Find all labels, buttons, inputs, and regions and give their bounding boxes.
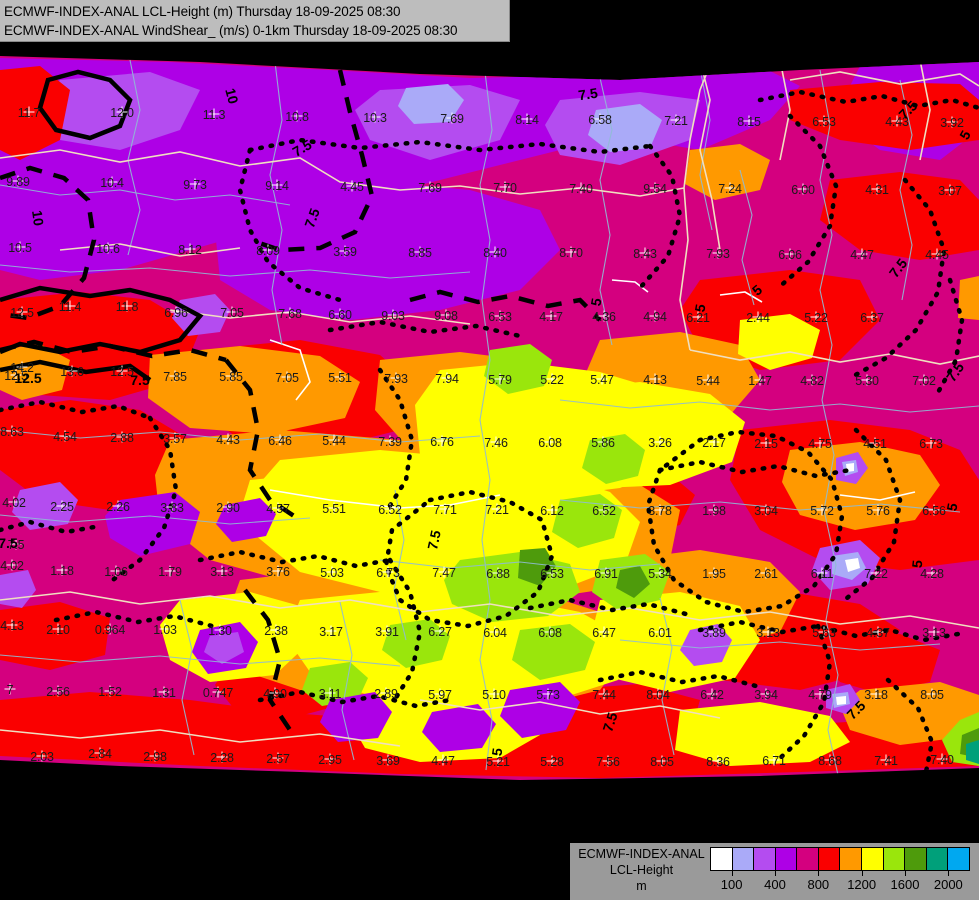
title-line-lcl: ECMWF-INDEX-ANAL LCL-Height (m) Thursday… bbox=[4, 4, 401, 19]
colorbar-swatch-7[interactable] bbox=[862, 848, 884, 870]
colorbar-swatch-3[interactable] bbox=[775, 848, 798, 870]
colorbar-tick bbox=[818, 871, 820, 876]
colorbar-ticks: 100 400 800 1200 1600 2000 bbox=[710, 871, 972, 897]
colorbar-swatch-2[interactable] bbox=[754, 848, 776, 870]
colorbar-swatch-9[interactable] bbox=[905, 848, 927, 870]
colorbar-tick-label: 1200 bbox=[847, 877, 877, 892]
colorbar-swatch-4[interactable] bbox=[797, 848, 819, 870]
contour-label: 5 bbox=[908, 559, 926, 569]
colorbar-tick-label: 1600 bbox=[890, 877, 920, 892]
contour-label: 7.5 bbox=[577, 84, 599, 104]
colorbar-swatch-8[interactable] bbox=[883, 848, 906, 870]
colorbar-swatches[interactable] bbox=[710, 847, 970, 871]
colorbar-tick bbox=[861, 871, 863, 876]
colorbar-swatch-6[interactable] bbox=[840, 848, 863, 870]
colorbar-swatch-11[interactable] bbox=[948, 848, 969, 870]
colorbar-tick bbox=[905, 871, 906, 876]
colorbar-swatch-1[interactable] bbox=[732, 848, 755, 870]
colorbar-tick-label: 800 bbox=[807, 877, 830, 892]
legend-caption: ECMWF-INDEX-ANAL LCL-Height m bbox=[574, 846, 709, 894]
colorbar-legend[interactable]: ECMWF-INDEX-ANAL LCL-Height m 100 400 800 1… bbox=[570, 843, 979, 900]
colorbar-swatch-10[interactable] bbox=[926, 848, 949, 870]
contour-label: 12.5 bbox=[14, 370, 42, 386]
colorbar-tick-label: 2000 bbox=[933, 877, 963, 892]
colorbar-tick bbox=[948, 871, 950, 876]
contour-label: 10 bbox=[28, 209, 48, 227]
colorbar-tick bbox=[731, 871, 733, 876]
colorbar-swatch-5[interactable] bbox=[818, 848, 841, 870]
title-box: ECMWF-INDEX-ANAL LCL-Height (m) Thursday… bbox=[0, 0, 510, 42]
legend-field: LCL-Height bbox=[609, 863, 674, 877]
title-line-windshear: ECMWF-INDEX-ANAL WindShear_ (m/s) 0-1km … bbox=[4, 23, 458, 38]
legend-units: m bbox=[636, 879, 647, 893]
colorbar-tick-label: 100 bbox=[720, 877, 743, 892]
colorbar-tick bbox=[775, 871, 776, 876]
legend-model: ECMWF-INDEX-ANAL bbox=[578, 847, 705, 861]
contour-label: 7.5 bbox=[0, 535, 18, 551]
colorbar-tick-label: 400 bbox=[764, 877, 786, 892]
colorbar-swatch-0[interactable] bbox=[711, 848, 733, 870]
contour-label: 7.5 bbox=[130, 372, 150, 388]
